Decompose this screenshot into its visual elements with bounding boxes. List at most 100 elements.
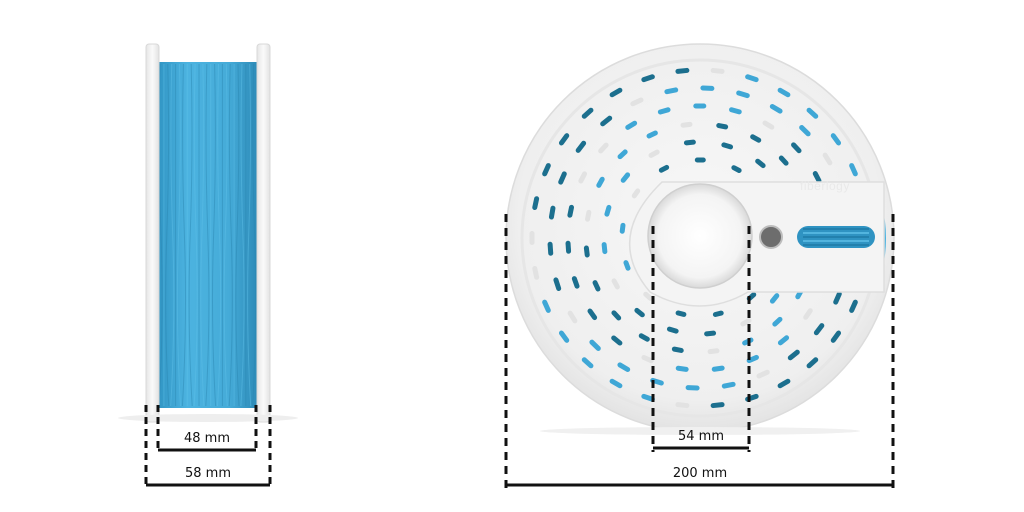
filament-slot [600,115,613,127]
filament-strand [240,63,245,407]
filament-slot [750,134,762,143]
filament-strand [247,63,252,407]
spool-front-view: fiberlogy [505,43,895,435]
filament-slot [830,133,842,146]
filament-slot [710,402,725,409]
dimension-hub-width: 48 mm [156,405,258,452]
filament-strand [205,63,210,407]
filament-slot [712,310,724,318]
filament-slot [623,260,631,271]
filament-slot [666,326,679,334]
filament-slot [664,87,679,95]
spool-center-hole [647,183,753,289]
filament-slot [611,278,620,290]
filament-slot [558,171,567,185]
filament-slot [694,157,706,163]
filament-slot [578,171,588,184]
filament-slot [685,385,700,391]
spool-right-flange [256,43,271,423]
hub-diameter-label: 54 mm [678,429,724,444]
filament-slot [671,346,684,353]
filament-slot [596,176,605,188]
filament-slot [787,349,800,361]
filament-slot [611,335,623,346]
filament-slot [675,67,690,74]
filament-slot [822,152,833,166]
filament-slot [592,280,601,292]
filament-slot [769,293,780,304]
filament-slot [756,369,770,379]
filament-slot [558,133,570,146]
filament-slot [575,140,587,153]
filament-strand [193,63,198,407]
dimension-spool-diameter: 200 mm [504,214,895,489]
filament-slot [547,241,554,256]
spool-width-label: 58 mm [185,466,231,481]
filament-slot [830,330,842,343]
filament-slot [598,142,609,154]
filament-slot [529,231,535,245]
filament-slot [650,377,664,386]
filament-slot [532,196,540,211]
filament-slot [658,164,670,173]
brand-logo: fiberlogy [800,179,850,193]
filament-slot [693,103,707,109]
filament-slot [772,316,783,327]
filament-slot [604,204,612,217]
filament-clip-hole [759,225,783,249]
filament-slot [532,265,540,280]
filament-slot [609,378,623,389]
filament-slot [791,142,802,154]
filament-strands [158,63,258,407]
filament-strand [176,63,181,407]
filament-slot [589,339,601,351]
filament-slot [625,120,638,130]
filament-strand [235,63,240,407]
spool-side-view [118,43,298,423]
filament-slot [617,362,631,372]
filament-slot [620,172,631,183]
filament-slot [707,348,720,355]
filament-strand [200,63,205,407]
filament-slot [571,276,580,289]
filament-slot [646,130,658,139]
filament-strand [170,63,175,407]
dimension-spool-width: 58 mm [144,405,272,489]
filament-slot [680,121,693,128]
filament-slot [641,393,655,402]
filament-slot [675,365,689,372]
filament-slot [803,308,813,320]
filament-slot [585,209,592,222]
spool-left-flange [145,43,160,423]
filament-slot [833,291,842,305]
filament-strand [165,63,170,407]
filament-slot [806,107,819,119]
filament-slot [643,291,653,301]
filament-slot [542,299,551,313]
filament-slot [641,355,654,364]
filament-slot [721,142,734,150]
filament-slot [700,85,715,91]
filament-slot [634,307,645,318]
filament-strand [211,63,217,407]
filament-slot [716,123,729,130]
filament-slot [777,87,791,98]
filament-strand [188,63,193,407]
filament-slot [657,107,671,115]
filament-slot [565,240,572,254]
filament-window-strands [803,228,869,246]
filament-slot [619,222,626,234]
filament-winding [156,62,260,408]
filament-slot [729,107,742,115]
filament-slot [755,158,766,169]
filament-slot [745,74,759,83]
filament-slot [799,125,811,137]
filament-slot [813,323,825,336]
filament-slot [746,354,759,364]
filament-slot [553,277,562,291]
filament-slot [710,67,725,74]
filament-slot [548,205,556,220]
filament-slot [581,107,594,119]
filament-slot [567,204,575,218]
filament-slot [648,149,660,158]
